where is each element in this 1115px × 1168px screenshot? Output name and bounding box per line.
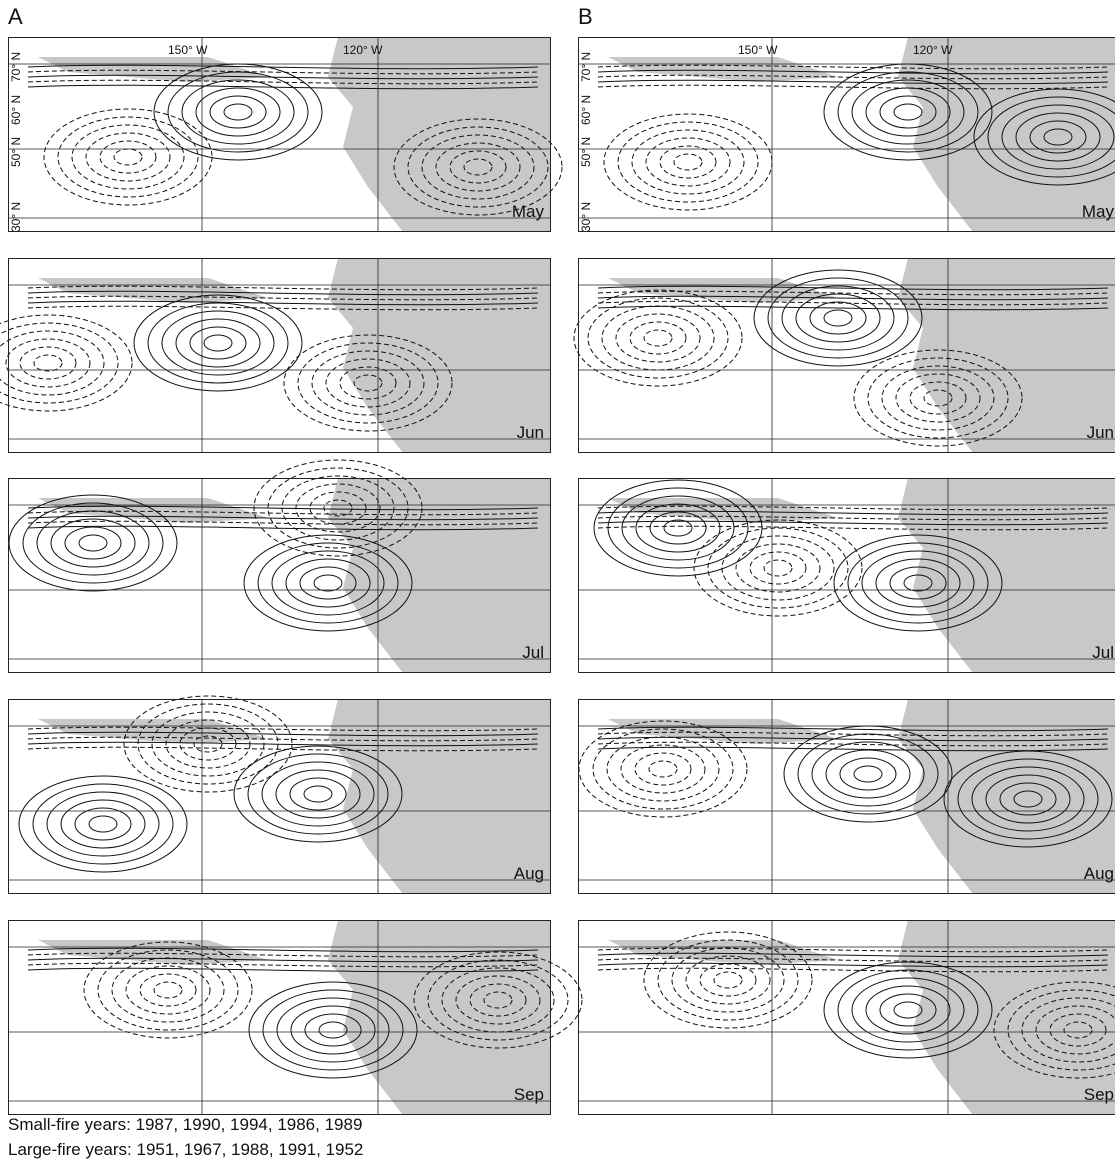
- contour-lines: [18, 695, 539, 873]
- caption-large-fire-years: Large-fire years: 1951, 1967, 1988, 1991…: [8, 1140, 364, 1159]
- graticule: [578, 478, 1115, 673]
- longitude-label: 120° W: [343, 43, 383, 57]
- month-label: May: [511, 202, 544, 221]
- latitude-label: 70° N: [9, 51, 23, 82]
- contour-map: [8, 920, 583, 1115]
- contour-map: [578, 478, 1115, 673]
- panel-frame: [578, 699, 1115, 894]
- contour-map: [578, 699, 1115, 894]
- contour-map: [8, 459, 551, 673]
- panel-frame: [8, 258, 551, 453]
- longitude-label: 150° W: [168, 43, 208, 57]
- latitude-label: 30° N: [9, 201, 23, 232]
- panel-frame: [578, 478, 1115, 673]
- graticule: [8, 920, 551, 1115]
- graticule: [578, 258, 1115, 453]
- month-label: Sep: [1083, 1085, 1114, 1104]
- land-mass: [328, 258, 551, 453]
- land-mass: [328, 37, 551, 232]
- month-label: Jul: [1092, 643, 1114, 662]
- map-panel-b-sep: Sep: [578, 920, 1115, 1115]
- contour-map: [8, 695, 551, 894]
- latitude-label: 30° N: [579, 201, 593, 232]
- land-mass-north: [608, 498, 838, 523]
- panel-frame: [8, 920, 551, 1115]
- map-panel-a-jun: Jun: [0, 258, 551, 453]
- land-mass-north: [38, 278, 268, 303]
- month-label: Jul: [522, 643, 544, 662]
- graticule: [8, 258, 551, 453]
- month-label: Jun: [516, 423, 544, 442]
- land-mass-north: [38, 940, 268, 965]
- longitude-label: 150° W: [738, 43, 778, 57]
- map-panel-b-jun: Jun: [573, 258, 1115, 453]
- contour-map: [578, 920, 1115, 1115]
- land-mass-north: [608, 57, 838, 82]
- contour-lines: [0, 285, 539, 432]
- contour-map: [8, 37, 563, 232]
- map-panel-a-sep: Sep: [8, 920, 583, 1115]
- panel-frame: [578, 37, 1115, 232]
- contour-map: [0, 258, 551, 453]
- map-panel-a-jul: Jul: [8, 459, 551, 673]
- graticule: [8, 37, 551, 232]
- latitude-label: 50° N: [579, 136, 593, 167]
- panel-column-b-label: B: [578, 4, 593, 29]
- graticule: [8, 699, 551, 894]
- map-panel-a-aug: Aug: [8, 695, 551, 894]
- land-mass: [898, 478, 1115, 673]
- month-label: Sep: [513, 1085, 544, 1104]
- latitude-label: 70° N: [579, 51, 593, 82]
- land-mass: [328, 699, 551, 894]
- map-panel-b-jul: Jul: [578, 478, 1115, 673]
- month-label: May: [1081, 202, 1114, 221]
- contour-map: [578, 37, 1115, 232]
- contour-map: [573, 258, 1115, 453]
- graticule: [8, 478, 551, 673]
- land-mass-north: [38, 57, 268, 82]
- latitude-label: 60° N: [579, 94, 593, 125]
- month-label: Aug: [1083, 864, 1114, 883]
- map-panel-a-may: May 150° W 120° W 70° N 60° N 50° N 30° N: [8, 37, 563, 232]
- land-mass-north: [38, 498, 268, 523]
- panel-frame: [8, 478, 551, 673]
- land-mass-north: [608, 719, 838, 744]
- land-mass: [898, 37, 1115, 232]
- land-mass: [898, 258, 1115, 453]
- land-mass: [898, 699, 1115, 894]
- graticule: [578, 699, 1115, 894]
- land-mass: [328, 478, 551, 673]
- land-mass-north: [38, 719, 268, 744]
- month-label: Jun: [1086, 423, 1114, 442]
- month-label: Aug: [513, 864, 544, 883]
- graticule: [578, 37, 1115, 232]
- panel-frame: [8, 37, 551, 232]
- contour-lines: [27, 63, 563, 216]
- contour-lines: [27, 941, 583, 1079]
- contour-lines: [578, 720, 1113, 848]
- contour-lines: [573, 269, 1109, 447]
- land-mass-north: [608, 940, 838, 965]
- latitude-label: 50° N: [9, 136, 23, 167]
- caption-small-fire-years: Small-fire years: 1987, 1990, 1994, 1986…: [8, 1115, 363, 1134]
- panel-column-a-label: A: [8, 4, 23, 29]
- panel-frame: [578, 920, 1115, 1115]
- contour-lines: [8, 459, 539, 632]
- land-mass: [328, 920, 551, 1115]
- latitude-label: 60° N: [9, 94, 23, 125]
- graticule: [578, 920, 1115, 1115]
- map-panel-b-aug: Aug: [578, 699, 1115, 894]
- contour-lines: [593, 479, 1109, 632]
- land-mass: [898, 920, 1115, 1115]
- contour-lines: [597, 931, 1115, 1079]
- panel-frame: [578, 258, 1115, 453]
- map-panel-b-may: May 150° W 120° W 70° N 60° N 50° N 30° N: [578, 37, 1115, 232]
- contour-lines: [597, 63, 1115, 211]
- panel-frame: [8, 699, 551, 894]
- longitude-label: 120° W: [913, 43, 953, 57]
